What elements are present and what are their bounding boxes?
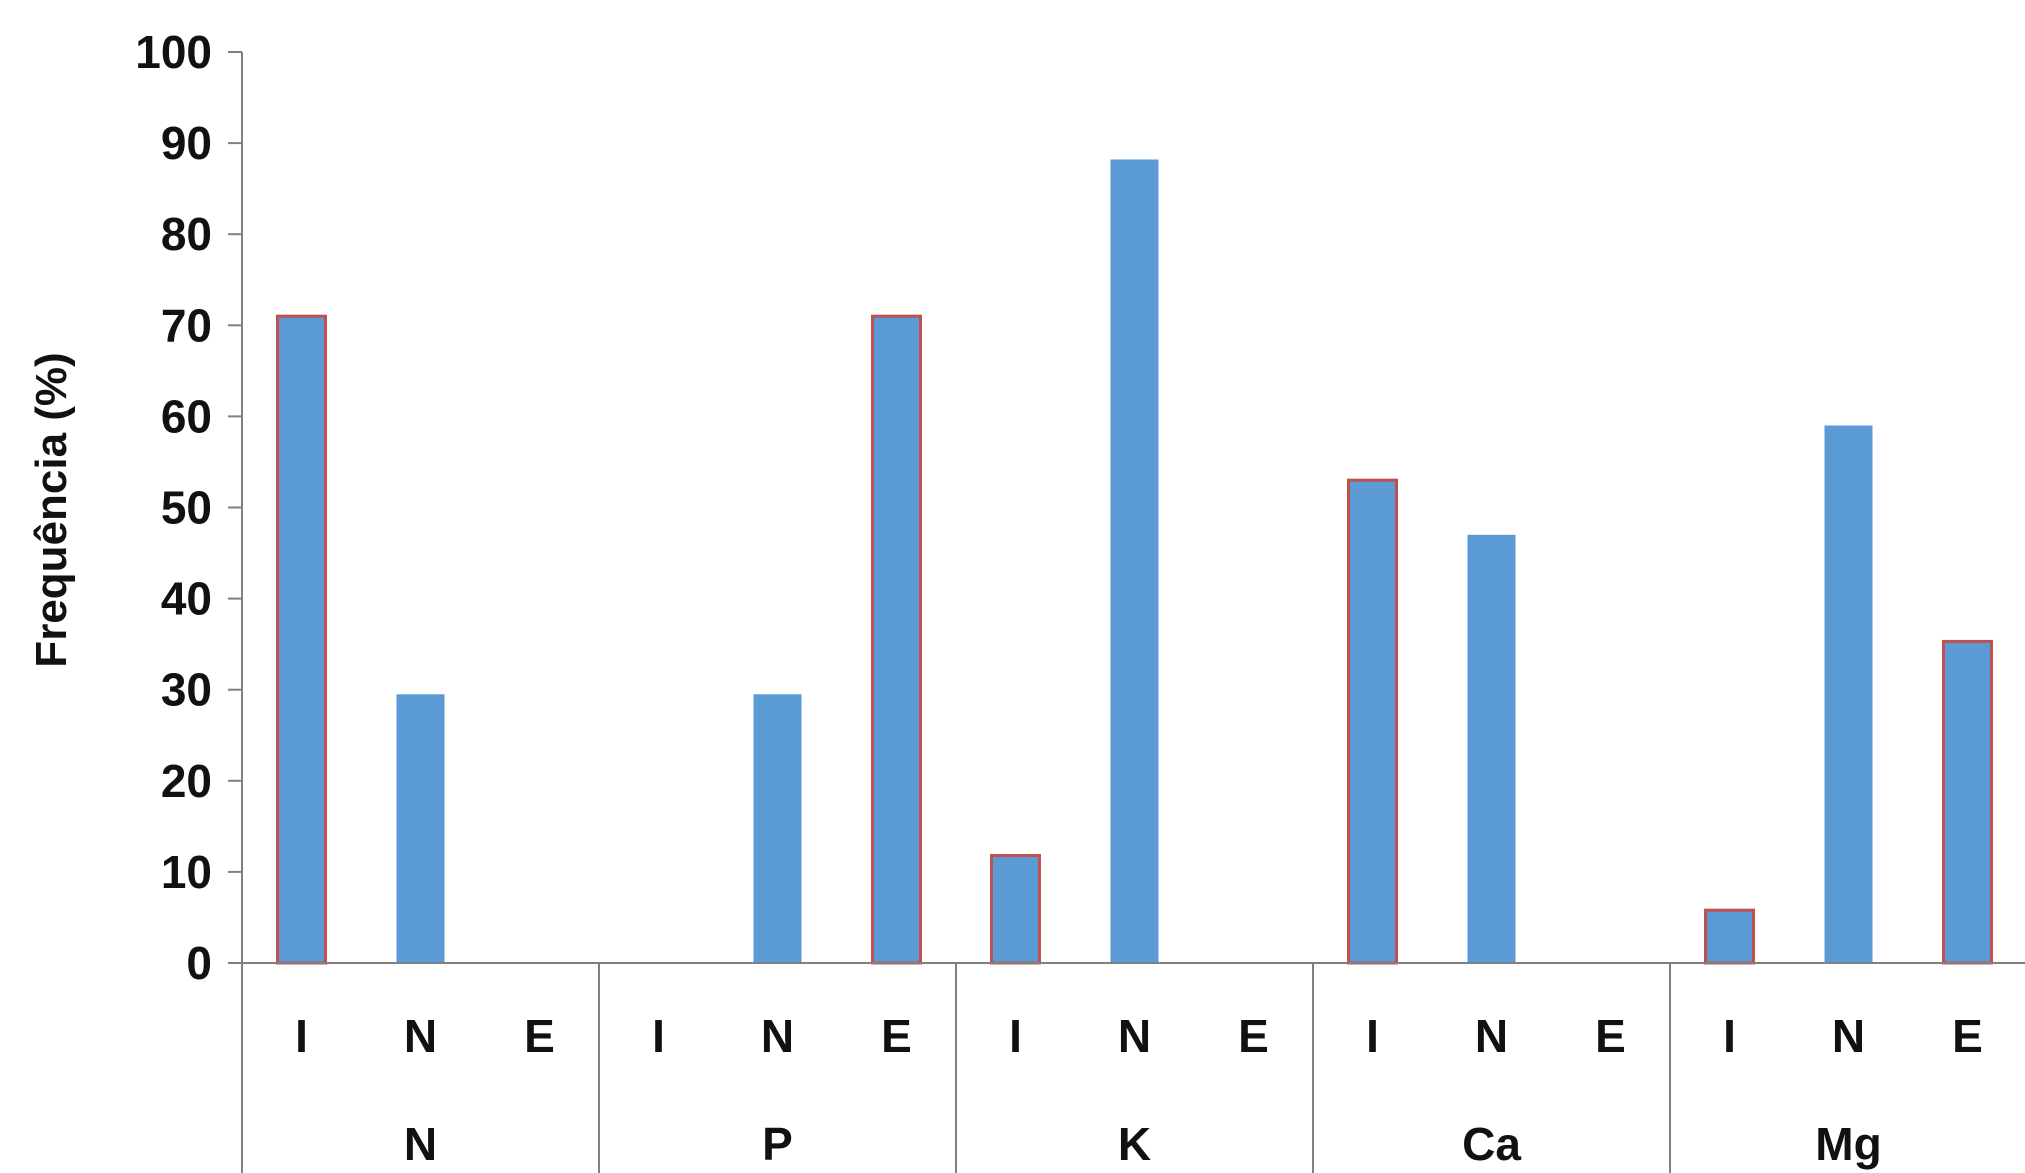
bar-n-i bbox=[276, 314, 327, 965]
bar-ca-n bbox=[1467, 534, 1516, 963]
y-axis-label: Frequência (%) bbox=[27, 352, 76, 667]
bar-mg-n bbox=[1824, 425, 1873, 963]
subcategory-label: I bbox=[295, 1010, 308, 1062]
subcategory-label: E bbox=[1238, 1010, 1269, 1062]
y-tick-label: 70 bbox=[161, 299, 212, 351]
y-tick-label: 80 bbox=[161, 208, 212, 260]
axes bbox=[241, 52, 2025, 1173]
category-labels: I N E N I N E P I N E K I N E Ca I N E Mg bbox=[295, 1010, 1983, 1170]
y-tick-label: 90 bbox=[161, 117, 212, 169]
y-tick-label: 20 bbox=[161, 755, 212, 807]
subcategory-label: N bbox=[1475, 1010, 1508, 1062]
group-label: K bbox=[1118, 1118, 1151, 1170]
bar-k-n bbox=[1110, 159, 1159, 964]
subcategory-label: I bbox=[652, 1010, 665, 1062]
bar-n-n bbox=[396, 694, 445, 963]
subcategory-label: E bbox=[1952, 1010, 1983, 1062]
subcategory-label: N bbox=[1118, 1010, 1151, 1062]
y-tick-label: 50 bbox=[161, 482, 212, 534]
group-label: Ca bbox=[1462, 1118, 1521, 1170]
subcategory-label: I bbox=[1009, 1010, 1022, 1062]
y-tick-label: 30 bbox=[161, 664, 212, 716]
bar-mg-e bbox=[1942, 639, 1993, 965]
y-tick-label: 0 bbox=[186, 937, 212, 989]
subcategory-label: E bbox=[1595, 1010, 1626, 1062]
subcategory-label: I bbox=[1366, 1010, 1379, 1062]
bar-p-n bbox=[753, 694, 802, 963]
y-tick-label: 100 bbox=[135, 26, 212, 78]
subcategory-label: N bbox=[404, 1010, 437, 1062]
subcategory-label: I bbox=[1723, 1010, 1736, 1062]
bar-k-i bbox=[990, 854, 1041, 965]
y-tick-label: 60 bbox=[161, 390, 212, 442]
y-tick-label: 10 bbox=[161, 846, 212, 898]
subcategory-label: E bbox=[881, 1010, 912, 1062]
bar-p-e bbox=[871, 314, 922, 965]
group-label: P bbox=[762, 1118, 793, 1170]
subcategory-label: N bbox=[1832, 1010, 1865, 1062]
subcategory-label: N bbox=[761, 1010, 794, 1062]
group-label: Mg bbox=[1815, 1118, 1881, 1170]
y-axis-ticks: 0 10 20 30 40 50 60 70 80 90 100 bbox=[135, 26, 242, 989]
bars bbox=[276, 159, 1993, 965]
subcategory-label: E bbox=[524, 1010, 555, 1062]
group-label: N bbox=[404, 1118, 437, 1170]
bar-mg-i bbox=[1704, 908, 1755, 965]
y-tick-label: 40 bbox=[161, 573, 212, 625]
bar-ca-i bbox=[1347, 478, 1398, 965]
